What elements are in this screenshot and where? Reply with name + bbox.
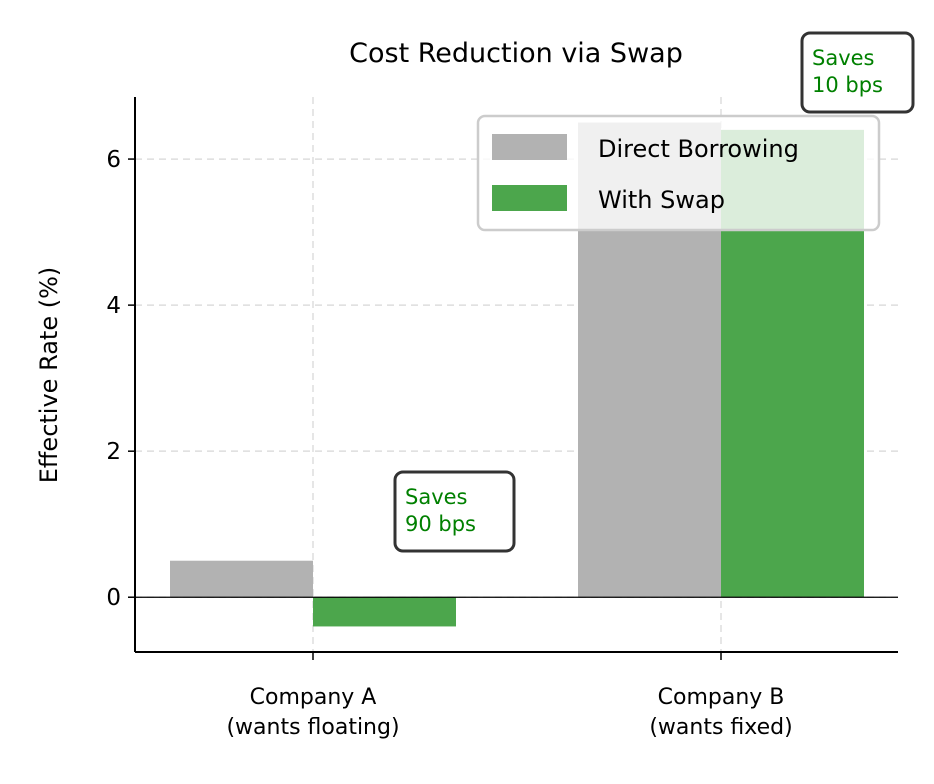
- annotation-line: 10 bps: [812, 73, 883, 97]
- x-tick-label-line: (wants fixed): [649, 715, 792, 740]
- legend-swatch: [492, 185, 567, 211]
- annotation-line: Saves: [405, 485, 468, 509]
- y-tick-label: 0: [106, 585, 121, 611]
- annotation-text: Saves 10 bps: [812, 46, 883, 97]
- x-tick-label-line: (wants floating): [226, 715, 399, 740]
- annotation-text: Saves 90 bps: [405, 485, 476, 536]
- annotation-line: 90 bps: [405, 512, 476, 536]
- annotation-line: Saves: [812, 46, 875, 70]
- legend-swatch: [492, 134, 567, 160]
- legend-box: [476, 114, 881, 232]
- bar-with-swap: [313, 597, 456, 627]
- bar-direct-borrowing: [170, 560, 313, 598]
- x-tick-label-line: Company A: [250, 685, 377, 710]
- annotation-box: [800, 31, 915, 114]
- chart-title: Cost Reduction via Swap: [349, 38, 683, 69]
- annotations: Saves 90 bps Saves 10 bps: [393, 31, 915, 553]
- y-tick-label: 6: [106, 147, 121, 173]
- x-tick-label: Company A (wants floating): [226, 685, 399, 740]
- y-tick-label: 4: [106, 293, 121, 319]
- legend: Direct Borrowing With Swap: [476, 114, 881, 232]
- annotation-box: [393, 470, 516, 553]
- y-axis-label: Effective Rate (%): [35, 267, 63, 484]
- y-tick-label: 2: [106, 439, 121, 465]
- legend-label: Direct Borrowing: [598, 135, 799, 163]
- legend-label: With Swap: [598, 186, 725, 214]
- axes: 0 2 4 6 Company A (wants floating) Company B (w…: [106, 97, 898, 740]
- x-tick-label: Company B (wants fixed): [649, 685, 792, 740]
- x-tick-label-line: Company B: [658, 685, 785, 710]
